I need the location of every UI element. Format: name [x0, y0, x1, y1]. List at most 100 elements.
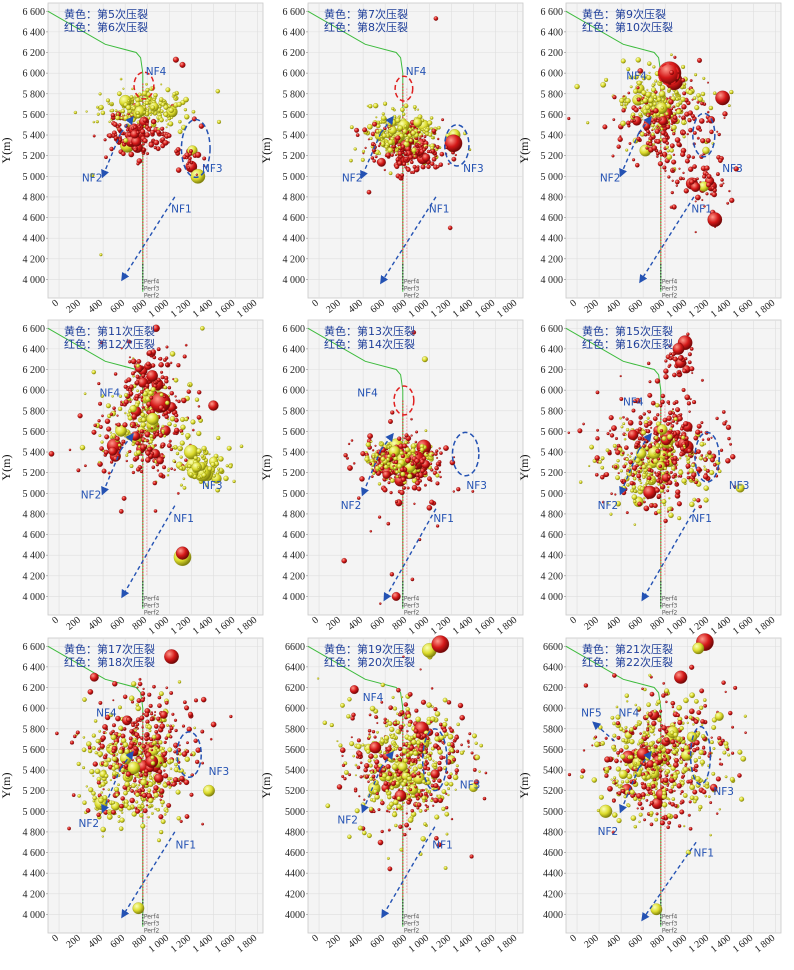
red-event-point — [173, 468, 176, 471]
yellow-event-point — [441, 806, 446, 812]
yellow-event-point — [98, 434, 102, 438]
yellow-event-point — [638, 73, 642, 76]
red-event-point — [646, 429, 650, 434]
red-event-point — [368, 713, 372, 717]
yellow-event-point — [132, 902, 145, 915]
yellow-event-point — [169, 767, 173, 770]
red-event-point — [371, 730, 376, 734]
red-event-point — [676, 501, 682, 507]
red-event-point — [653, 108, 659, 114]
red-event-point — [374, 715, 379, 719]
red-event-point — [695, 429, 701, 435]
yellow-event-point — [408, 785, 411, 788]
red-event-point — [162, 407, 166, 412]
red-event-point — [136, 130, 140, 135]
yellow-event-point — [367, 758, 372, 763]
yellow-event-point — [709, 470, 715, 476]
yellow-event-point — [385, 775, 392, 782]
red-event-point — [68, 448, 72, 452]
red-event-point — [668, 447, 673, 452]
perf-label: Perf3 — [662, 603, 678, 610]
yellow-event-point — [147, 724, 152, 730]
yellow-event-point — [626, 483, 630, 487]
x-tick-label: 1 000 — [147, 298, 172, 321]
red-event-point — [627, 91, 631, 95]
red-event-point — [167, 385, 172, 390]
yellow-event-point — [122, 113, 125, 117]
y-tick-label: 4200 — [285, 889, 305, 900]
fracture-arrow — [120, 115, 134, 134]
red-event-point — [394, 153, 398, 157]
yellow-event-point — [407, 817, 414, 823]
yellow-event-point — [183, 96, 189, 103]
y-tick-label: 5200 — [285, 786, 305, 797]
yellow-event-point — [215, 88, 221, 94]
yellow-event-point — [645, 91, 652, 98]
red-event-point — [175, 399, 178, 402]
yellow-event-point — [405, 742, 408, 746]
perf-label: Perf2 — [404, 928, 420, 935]
yellow-event-point — [113, 786, 120, 792]
perf-label: Perf4 — [404, 596, 420, 603]
x-tick-label: 1 000 — [147, 933, 172, 956]
red-event-point — [121, 495, 127, 501]
red-event-point — [614, 448, 617, 451]
red-event-point — [374, 759, 380, 765]
red-event-point — [609, 433, 615, 438]
red-event-point — [713, 462, 717, 467]
red-event-point — [145, 457, 151, 463]
yellow-event-point — [682, 82, 687, 86]
red-event-point — [647, 443, 653, 449]
red-event-point — [99, 743, 105, 749]
yellow-event-point — [391, 811, 398, 818]
red-event-point — [720, 178, 724, 182]
y-tick-label: 4400 — [543, 869, 563, 880]
red-event-point — [135, 374, 140, 379]
red-event-point — [196, 415, 202, 420]
yellow-event-point — [703, 458, 707, 462]
yellow-event-point — [161, 804, 164, 807]
red-event-point — [419, 775, 422, 778]
red-event-point — [687, 352, 692, 357]
yellow-event-point — [432, 759, 435, 762]
red-event-point — [104, 418, 111, 425]
red-event-point — [643, 505, 650, 512]
red-event-point — [377, 839, 384, 846]
yellow-event-point — [652, 143, 656, 146]
y-tick-label: 4800 — [543, 827, 563, 838]
red-event-point — [409, 788, 413, 792]
y-tick-label: 5 400 — [23, 766, 46, 777]
yellow-event-point — [703, 442, 707, 446]
x-tick-label: 400 — [346, 615, 365, 633]
panel-9: 4000420044004600480050005200540056005800… — [517, 633, 782, 955]
red-event-point — [153, 443, 157, 447]
yellow-event-point — [697, 96, 703, 103]
y-tick-label: 4 400 — [541, 551, 564, 562]
yellow-event-point — [81, 747, 87, 753]
red-event-point — [391, 469, 394, 473]
red-event-point — [153, 139, 160, 146]
red-event-point — [360, 451, 366, 457]
y-tick-label: 5000 — [285, 807, 305, 818]
red-event-point — [694, 200, 697, 203]
red-event-point — [433, 16, 439, 21]
yellow-event-point — [183, 108, 188, 112]
red-event-point — [452, 490, 455, 493]
red-event-point — [445, 792, 448, 795]
x-tick-label: 600 — [368, 933, 387, 951]
x-tick-label: 400 — [346, 298, 365, 316]
yellow-event-point — [412, 453, 416, 457]
yellow-event-point — [77, 794, 82, 798]
red-event-point — [658, 150, 663, 154]
red-event-point — [395, 135, 401, 141]
yellow-event-point — [650, 480, 654, 484]
red-event-point — [725, 458, 731, 464]
yellow-event-point — [681, 64, 686, 69]
red-event-point — [392, 144, 396, 149]
red-event-point — [692, 400, 697, 405]
red-event-point — [419, 459, 425, 465]
yellow-event-point — [100, 781, 106, 787]
red-event-point — [140, 128, 146, 135]
y-tick-label: 5 200 — [23, 786, 46, 797]
red-event-point — [392, 795, 396, 800]
